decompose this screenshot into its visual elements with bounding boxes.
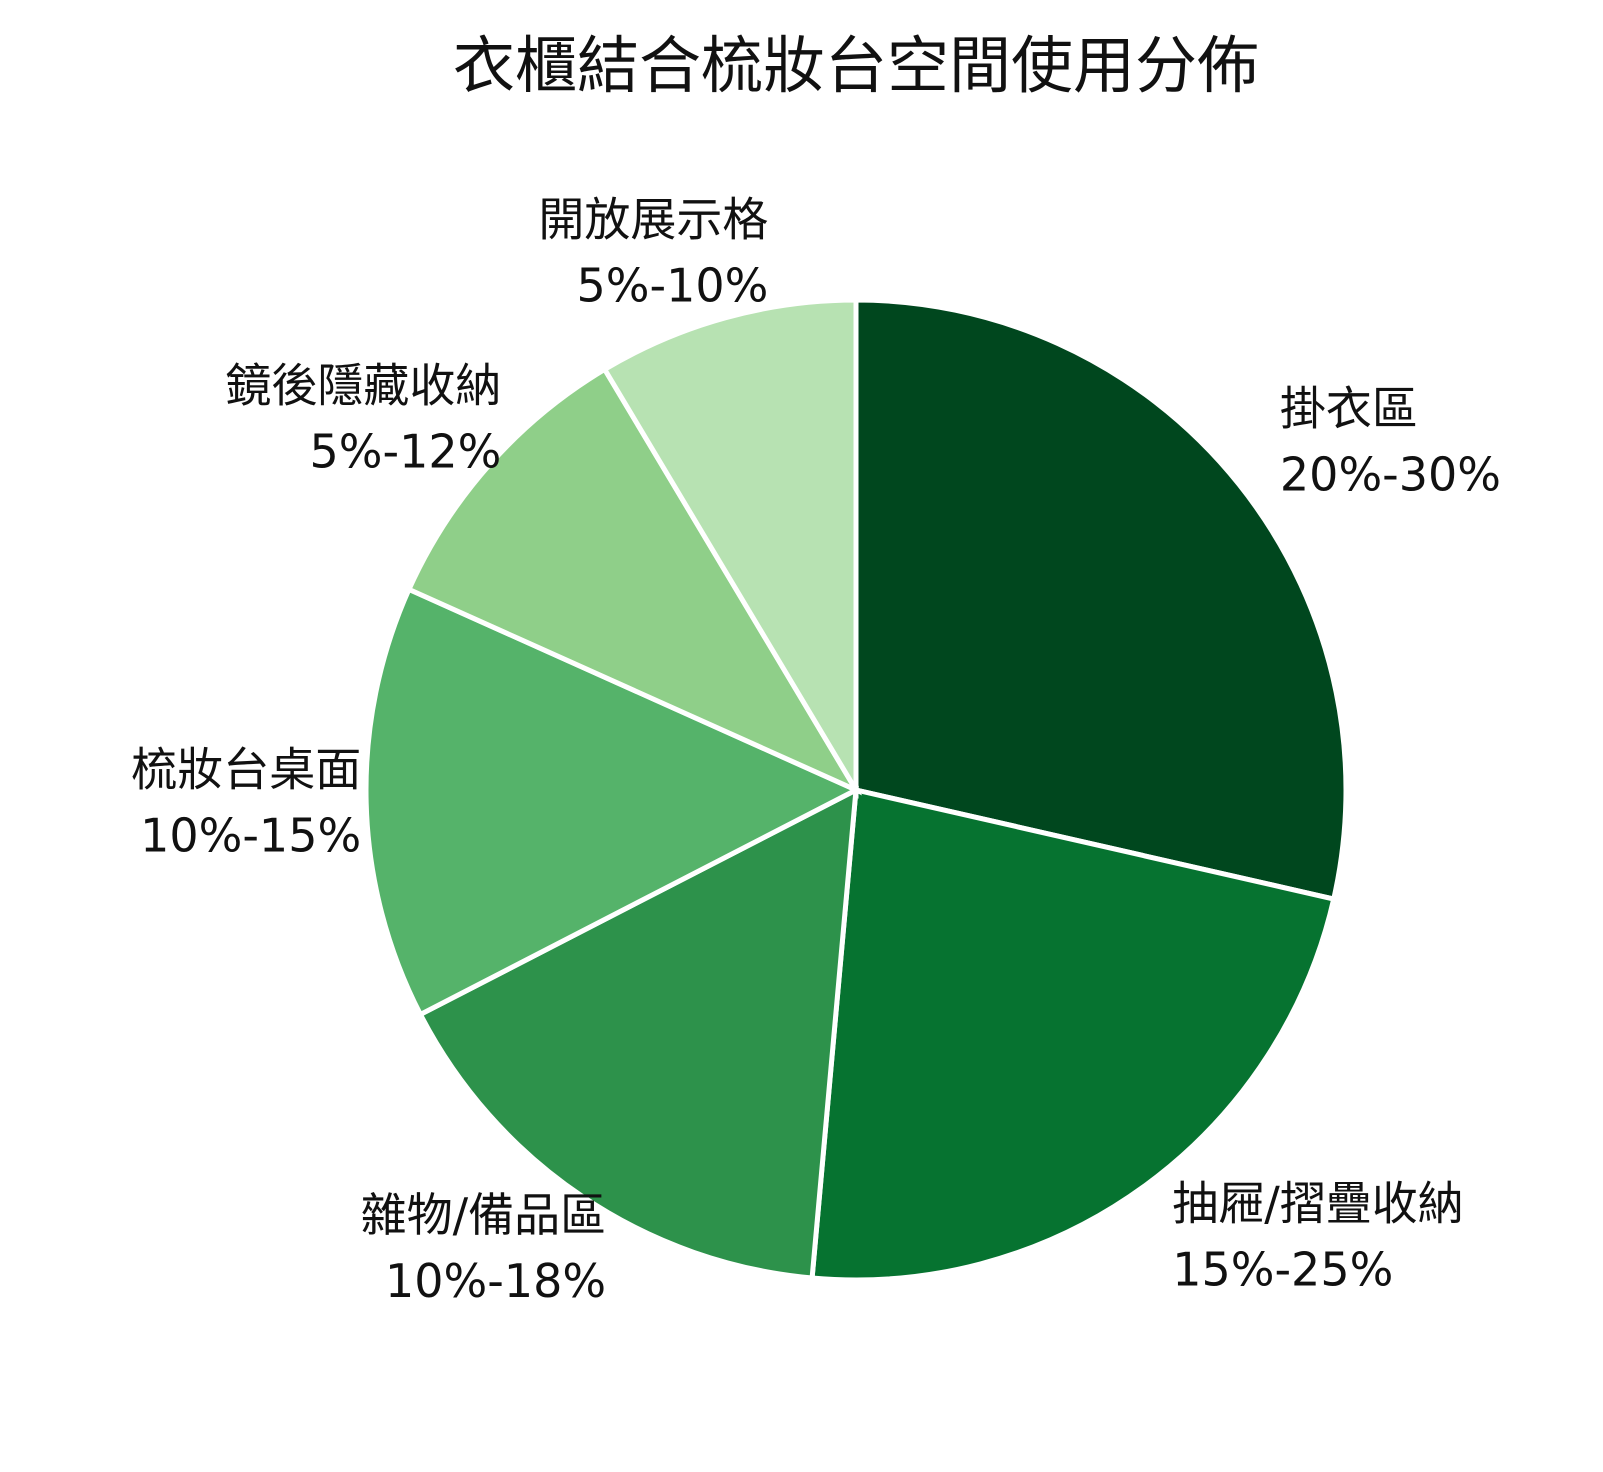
slice-label: 掛衣區 [1280, 381, 1418, 435]
pie-slice [601, 297, 859, 800]
value-label: 20%-30% [1280, 447, 1501, 501]
chart-title: 衣櫃結合梳妝台空間使用分佈 [453, 29, 1259, 102]
pie-slice [853, 297, 1349, 903]
pie-slice [417, 785, 859, 1281]
pie-slice [363, 586, 862, 1018]
pie-slice [405, 365, 863, 796]
slice-label: 梳妝台桌面 [131, 742, 361, 796]
value-label: 5%-12% [310, 425, 502, 479]
value-label: 10%-15% [140, 808, 361, 862]
slice-label: 抽屜/摺疊收納 [1172, 1177, 1464, 1231]
pie-slice [809, 786, 1337, 1283]
value-label: 5%-10% [577, 259, 769, 313]
slice-label: 開放展示格 [538, 193, 768, 247]
value-label: 15%-25% [1172, 1243, 1393, 1297]
value-label: 10%-18% [385, 1254, 606, 1308]
slice-label: 鏡後隱藏收納 [225, 359, 501, 413]
slice-label: 雜物/備品區 [361, 1188, 607, 1242]
